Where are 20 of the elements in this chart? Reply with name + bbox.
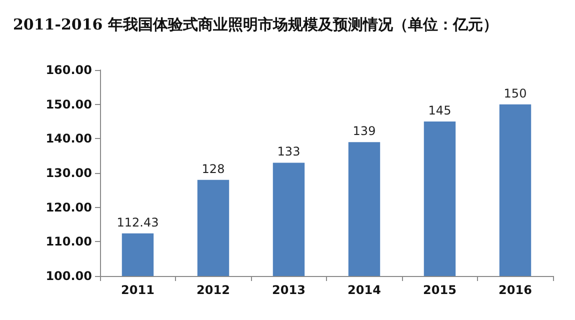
y-tick-label: 120.00 — [46, 200, 92, 214]
x-tick-label: 2016 — [498, 283, 532, 297]
x-tick-label: 2013 — [272, 283, 306, 297]
x-tick-label: 2011 — [121, 283, 154, 297]
y-tick-label: 110.00 — [46, 234, 92, 249]
x-tick-label: 2012 — [196, 283, 230, 297]
data-label: 145 — [428, 104, 452, 118]
x-tick-label: 2015 — [423, 283, 456, 297]
y-tick-label: 160.00 — [46, 63, 92, 77]
data-label: 150 — [504, 86, 527, 100]
y-tick-label: 100.00 — [46, 269, 92, 283]
chart-title: 2011-2016 年我国体验式商业照明市场规模及预测情况（单位：亿元） — [13, 16, 498, 34]
x-tick-label: 2014 — [348, 283, 381, 297]
y-tick-label: 140.00 — [46, 132, 92, 146]
y-tick-label: 130.00 — [46, 166, 92, 180]
data-label: 128 — [202, 162, 225, 176]
y-tick-label: 150.00 — [46, 97, 92, 112]
data-label: 112.43 — [116, 215, 159, 230]
data-label: 139 — [352, 124, 376, 138]
data-label: 133 — [277, 144, 300, 159]
